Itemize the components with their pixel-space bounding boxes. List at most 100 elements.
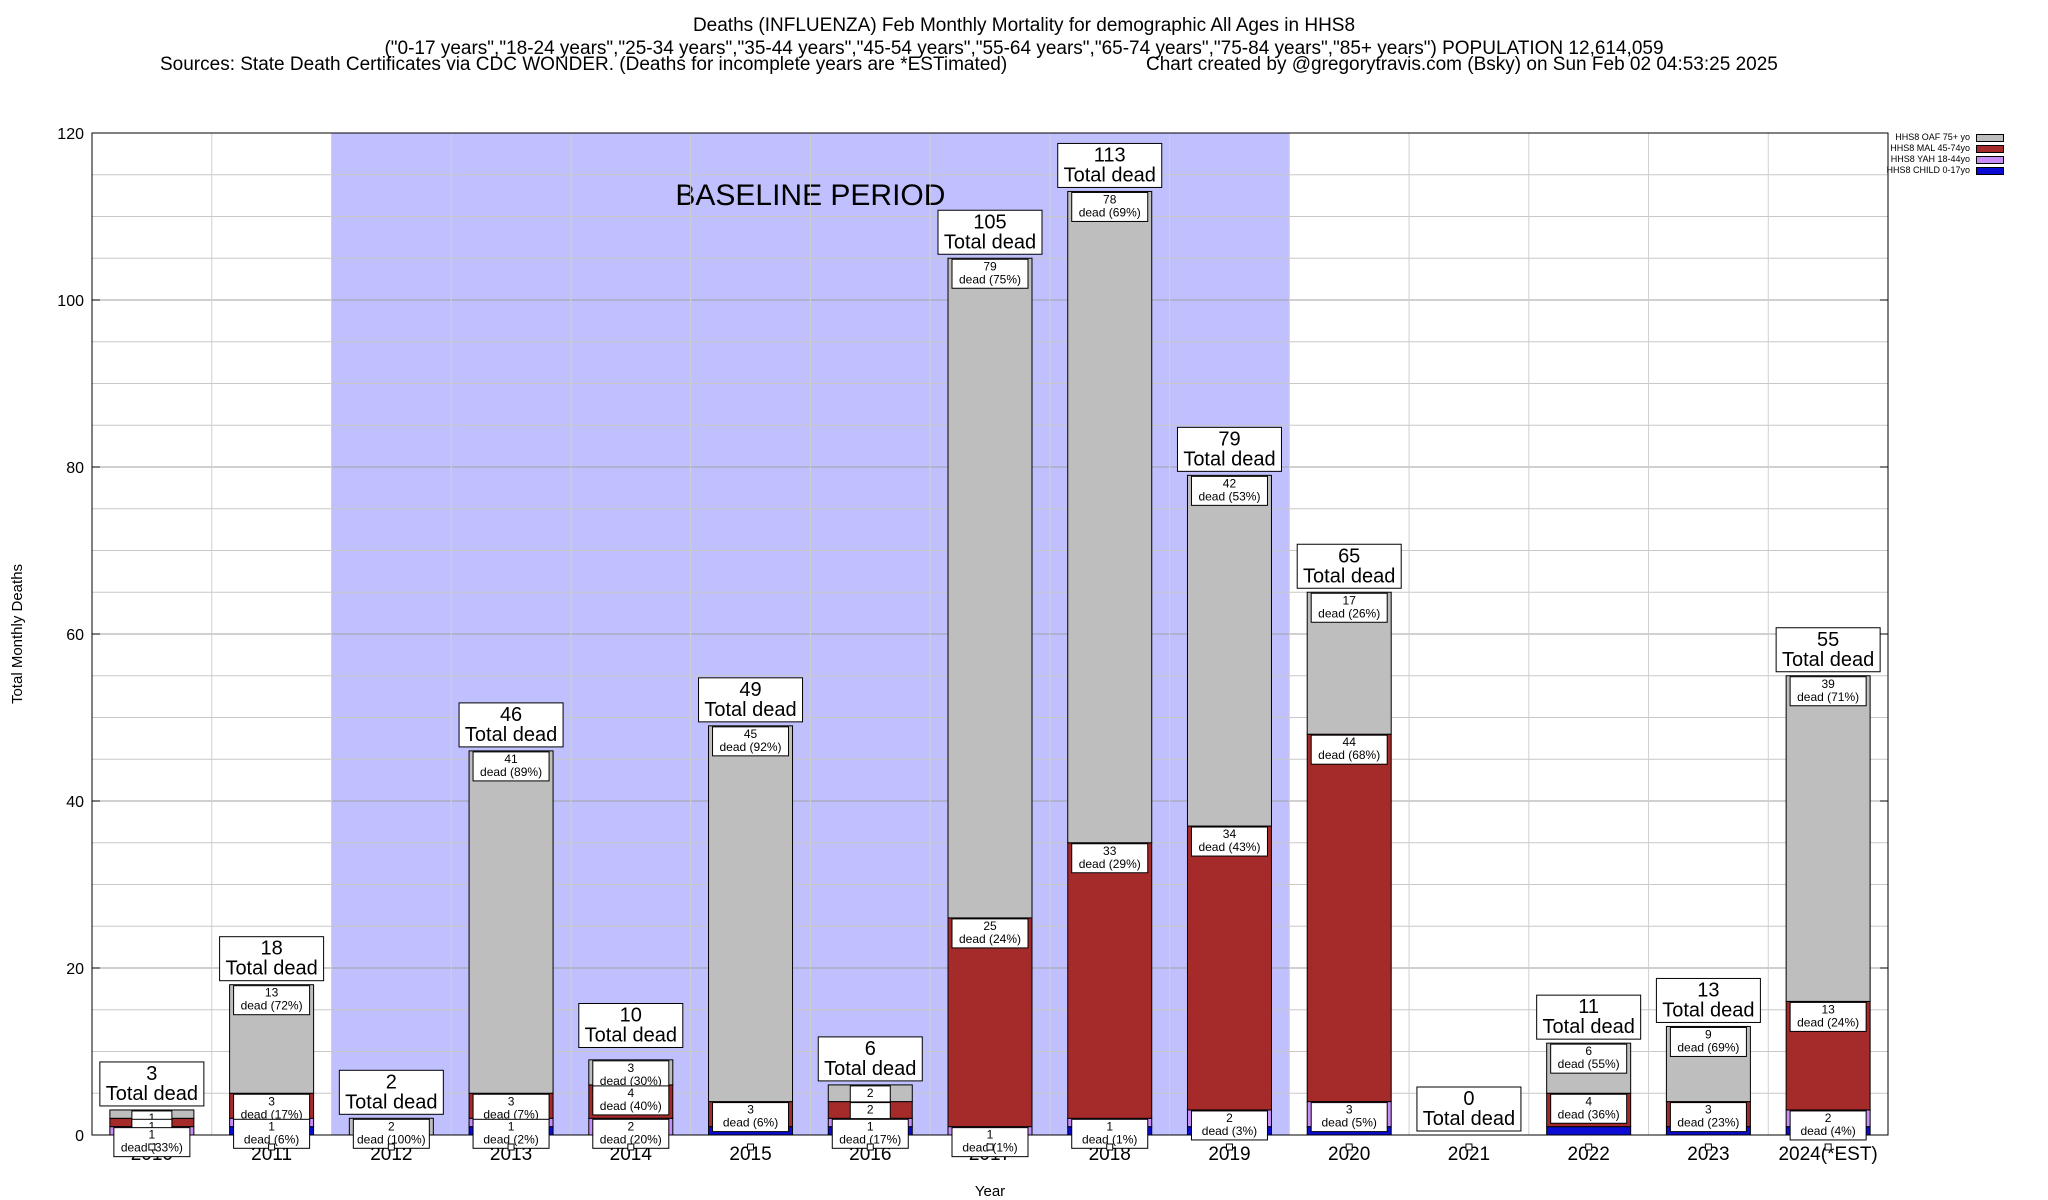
x-point-marker [627, 1143, 635, 1151]
segment-label-box [1310, 1102, 1388, 1133]
total-label-box [578, 1003, 684, 1048]
segment-label: 9 [1705, 1027, 1712, 1041]
total-label: Total dead [585, 1025, 677, 1047]
segment-label-box [352, 1118, 430, 1149]
x-tick-label: 2021 [1448, 1144, 1490, 1165]
legend-entry-child: HHS8 CHILD 0-17yo [1886, 165, 2004, 176]
total-value: 55 [1817, 629, 1839, 651]
total-value: 46 [500, 704, 522, 726]
x-tick-label: 2022 [1568, 1144, 1610, 1165]
total-value: 10 [620, 1005, 642, 1027]
segment-label: 25 [983, 919, 997, 933]
total-label-box [1416, 1086, 1522, 1132]
total-value: 79 [1218, 428, 1240, 450]
total-label: Total dead [1423, 1108, 1515, 1130]
x-point-marker [747, 1143, 755, 1151]
segment-label-box [1789, 676, 1867, 707]
segment-label-box [1190, 826, 1268, 857]
y-tick-label: 60 [66, 627, 84, 644]
x-point-marker [507, 1143, 515, 1151]
x-point-marker [1106, 1143, 1114, 1151]
segment-label: dead (68%) [1318, 748, 1380, 762]
segment-label: 1 [1106, 1119, 1113, 1133]
segment-label-box [951, 258, 1029, 289]
segment-label: 6 [1585, 1044, 1592, 1058]
total-value: 2 [386, 1071, 397, 1093]
total-label-box [458, 702, 564, 748]
segment-label: dead (26%) [1318, 606, 1380, 620]
chart-title: Deaths (INFLUENZA) Feb Monthly Mortality… [692, 15, 1356, 36]
segment-label: 3 [508, 1094, 515, 1108]
segment-label-box [472, 751, 550, 782]
segment-label: dead (100%) [357, 1132, 426, 1146]
y-axis-label: Total Monthly Deaths [9, 564, 26, 704]
x-point-marker [1704, 1143, 1712, 1151]
x-point-marker [986, 1143, 994, 1151]
segment-label-box [592, 1060, 670, 1091]
segment-label: 2 [1226, 1111, 1233, 1125]
segment-label-box [1789, 1001, 1867, 1032]
legend-label: HHS8 YAH 18-44yo [1890, 154, 1970, 164]
total-label-box [1655, 977, 1761, 1023]
segment-label: dead (5%) [1322, 1116, 1377, 1130]
segment-label: 3 [1705, 1103, 1712, 1117]
segment-label-box [1071, 1118, 1149, 1149]
total-value: 11 [1578, 996, 1599, 1018]
total-label: Total dead [1303, 565, 1395, 587]
total-value: 13 [1697, 979, 1719, 1001]
total-label-box [1057, 142, 1163, 188]
segment-label-box [1669, 1026, 1747, 1057]
segment-label: dead (4%) [1800, 1124, 1855, 1138]
segment-label-box [1071, 843, 1149, 874]
total-label: Total dead [824, 1058, 916, 1080]
segment-label: 13 [265, 986, 279, 1000]
segment-label: 2 [867, 1086, 874, 1100]
segment-label: 3 [627, 1061, 634, 1075]
segment-label-box [712, 1102, 790, 1133]
segment-label: dead (17%) [241, 1107, 303, 1121]
segment-label-box [233, 1093, 311, 1124]
segment-label-box [592, 1085, 670, 1116]
segment-label: dead (3%) [1202, 1124, 1257, 1138]
segment-label: 1 [149, 1119, 156, 1133]
segment-label-box [233, 985, 311, 1016]
segment-label: 1 [987, 1128, 994, 1142]
total-label: Total dead [704, 699, 796, 721]
x-tick-label: 2014 [610, 1144, 653, 1165]
legend-entry-mal: HHS8 MAL 45-74yo [1886, 143, 2004, 154]
segment-label: 2 [627, 1119, 634, 1133]
x-tick-label: 2018 [1089, 1144, 1131, 1165]
total-value: 0 [1463, 1088, 1474, 1110]
total-value: 65 [1338, 545, 1360, 567]
legend-label: HHS8 MAL 45-74yo [1890, 143, 1970, 153]
segment-label: dead (40%) [600, 1099, 662, 1113]
sources-row: Sources: State Death Certificates via CD… [0, 54, 2048, 78]
segment-label: 1 [149, 1128, 156, 1142]
x-point-marker [1824, 1143, 1832, 1151]
chart-subtitle: ("0-17 years","18-24 years","25-34 years… [384, 38, 1664, 59]
x-point-marker [1465, 1143, 1473, 1151]
segment-label-box [592, 1118, 670, 1149]
segment-label: 44 [1343, 735, 1357, 749]
chart-title-block: Deaths (INFLUENZA) Feb Monthly Mortality… [0, 14, 2048, 60]
segment-label: dead (23%) [1677, 1116, 1739, 1130]
segment-label: dead (2%) [483, 1132, 538, 1146]
segment-label: 1 [149, 1111, 156, 1125]
x-point-marker [387, 1143, 395, 1151]
total-label: Total dead [106, 1083, 198, 1105]
segment-label: dead (75%) [959, 272, 1021, 286]
segment-label: 39 [1821, 677, 1835, 691]
segment-label: dead (43%) [1198, 840, 1260, 854]
segment-label: 4 [1585, 1094, 1592, 1108]
legend-entry-oaf: HHS8 OAF 75+ yo [1886, 132, 2004, 143]
y-tick-label: 20 [66, 961, 84, 978]
segment-label-box [472, 1093, 550, 1124]
segment-label-box [1190, 1110, 1268, 1141]
segment-label: dead (55%) [1558, 1057, 1620, 1071]
segment-label-box [831, 1118, 909, 1149]
total-label: Total dead [1183, 448, 1275, 470]
x-point-marker [1585, 1143, 1593, 1151]
segment-label: 1 [268, 1119, 275, 1133]
segment-label: dead (53%) [1198, 489, 1260, 503]
bar-segment-oaf [1186, 474, 1272, 827]
